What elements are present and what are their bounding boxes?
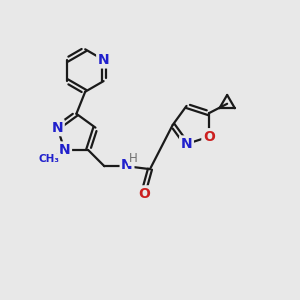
Text: N: N <box>181 137 192 151</box>
Text: H: H <box>128 152 137 165</box>
Text: O: O <box>203 130 215 144</box>
Text: N: N <box>121 158 133 172</box>
Text: O: O <box>138 187 150 201</box>
Text: N: N <box>52 121 63 135</box>
Text: N: N <box>59 143 70 157</box>
Text: CH₃: CH₃ <box>39 154 60 164</box>
Text: N: N <box>98 53 109 67</box>
